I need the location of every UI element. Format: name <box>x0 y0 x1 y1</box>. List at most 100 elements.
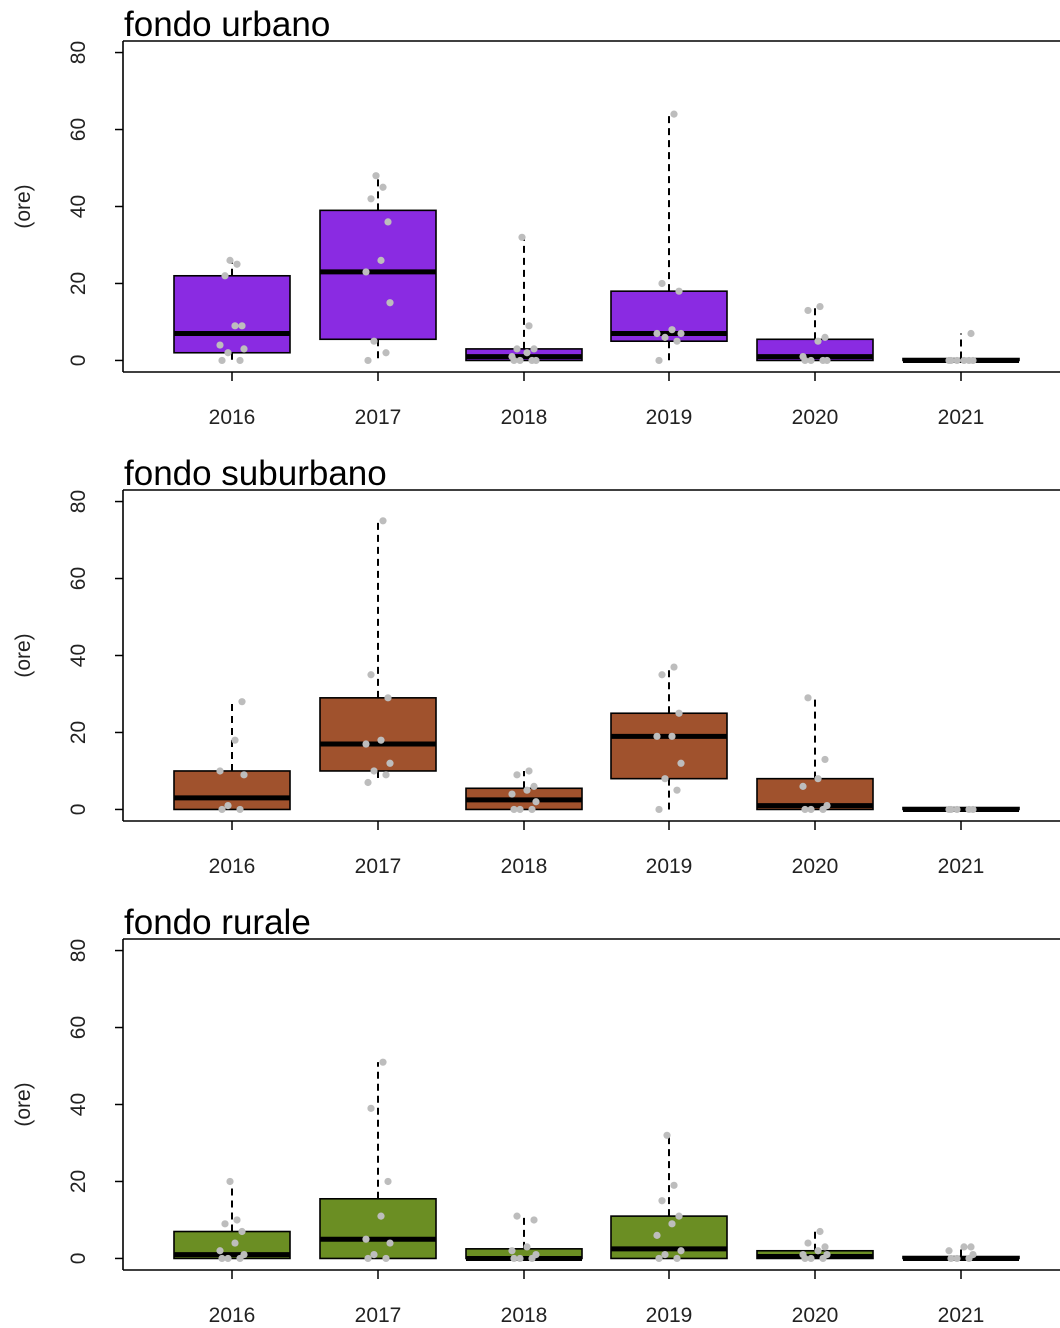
box-2016 <box>173 274 291 354</box>
data-point <box>236 356 244 365</box>
data-point <box>668 732 676 740</box>
y-tick-label: 80 <box>67 41 90 64</box>
y-tick-label: 80 <box>67 490 90 513</box>
data-point <box>523 786 531 794</box>
data-point <box>364 778 372 787</box>
data-point <box>238 1227 246 1236</box>
data-point <box>530 1216 538 1224</box>
data-point <box>362 268 370 276</box>
data-point <box>513 771 521 779</box>
data-point <box>372 172 380 180</box>
data-point <box>969 356 977 365</box>
data-point <box>226 1177 234 1186</box>
data-point <box>661 1251 669 1259</box>
data-point <box>516 356 524 365</box>
x-tick-label: 2020 <box>792 855 839 878</box>
data-point <box>240 1251 248 1259</box>
data-point <box>377 736 385 744</box>
data-point <box>216 341 224 349</box>
y-axis-label: (ore) <box>12 184 35 228</box>
data-point <box>516 1254 524 1263</box>
data-point <box>655 356 663 365</box>
data-point <box>528 805 536 814</box>
data-point <box>218 1254 226 1263</box>
x-tick-label: 2017 <box>355 855 402 878</box>
data-point <box>508 1247 516 1255</box>
data-point <box>382 771 390 779</box>
data-point <box>532 356 540 365</box>
data-point <box>677 1247 685 1255</box>
data-point <box>960 1243 968 1251</box>
data-point <box>653 732 661 740</box>
box-2016 <box>173 770 291 811</box>
data-point <box>377 1212 385 1220</box>
data-point <box>231 1239 239 1247</box>
data-point <box>218 805 226 814</box>
data-point <box>386 299 394 307</box>
data-point <box>382 349 390 357</box>
x-tick-label: 2016 <box>209 406 256 429</box>
data-point <box>799 353 807 361</box>
data-point <box>945 1247 953 1255</box>
data-point <box>530 345 538 353</box>
data-point <box>224 1254 232 1263</box>
data-point <box>655 1254 663 1263</box>
data-point <box>807 356 815 365</box>
data-point <box>823 802 831 810</box>
x-tick-label: 2018 <box>501 855 548 878</box>
data-point <box>807 805 815 814</box>
box-2019 <box>610 712 728 780</box>
data-point <box>670 110 678 118</box>
data-point <box>508 353 516 361</box>
data-point <box>967 329 975 338</box>
panel-0: fondo urbano (ore) 0 20 40 60 80 2016 2017 2018 20… <box>12 5 1060 429</box>
data-point <box>953 805 961 814</box>
x-tick-label: 2020 <box>792 1304 839 1327</box>
data-point <box>362 740 370 748</box>
data-point <box>673 786 681 794</box>
data-point <box>668 1220 676 1228</box>
data-point <box>532 1251 540 1259</box>
data-point <box>523 349 531 357</box>
data-point <box>967 1243 975 1251</box>
panel-title: fondo rurale <box>124 903 311 942</box>
data-point <box>945 805 953 814</box>
x-tick-label: 2021 <box>938 855 985 878</box>
data-point <box>670 663 678 671</box>
data-point <box>658 671 666 679</box>
data-point <box>362 1235 370 1243</box>
data-point <box>367 1104 375 1112</box>
data-point <box>370 767 378 775</box>
data-point <box>673 337 681 345</box>
box-2017 <box>319 209 437 341</box>
y-tick-label: 80 <box>67 939 90 962</box>
data-point <box>231 736 239 744</box>
box-2017 <box>319 697 437 772</box>
data-point <box>523 1243 531 1251</box>
data-point <box>224 349 232 357</box>
data-point <box>510 805 518 814</box>
data-point <box>382 1254 390 1263</box>
data-point <box>814 337 822 345</box>
data-point <box>969 805 977 814</box>
data-point <box>675 709 683 717</box>
data-point <box>516 805 524 814</box>
data-point <box>233 260 241 268</box>
data-point <box>821 333 829 341</box>
data-point <box>377 256 385 264</box>
data-point <box>513 345 521 353</box>
data-point <box>386 759 394 767</box>
data-point <box>525 767 533 775</box>
data-point <box>799 782 807 790</box>
y-tick-label: 20 <box>67 272 90 295</box>
data-point <box>821 1243 829 1251</box>
x-tick-label: 2021 <box>938 406 985 429</box>
data-point <box>370 337 378 345</box>
data-point <box>658 279 666 288</box>
data-point <box>226 256 234 264</box>
data-point <box>823 356 831 365</box>
data-point <box>675 287 683 295</box>
x-tick-label: 2019 <box>646 406 693 429</box>
y-tick-label: 40 <box>67 195 90 218</box>
y-tick-label: 60 <box>67 567 90 590</box>
